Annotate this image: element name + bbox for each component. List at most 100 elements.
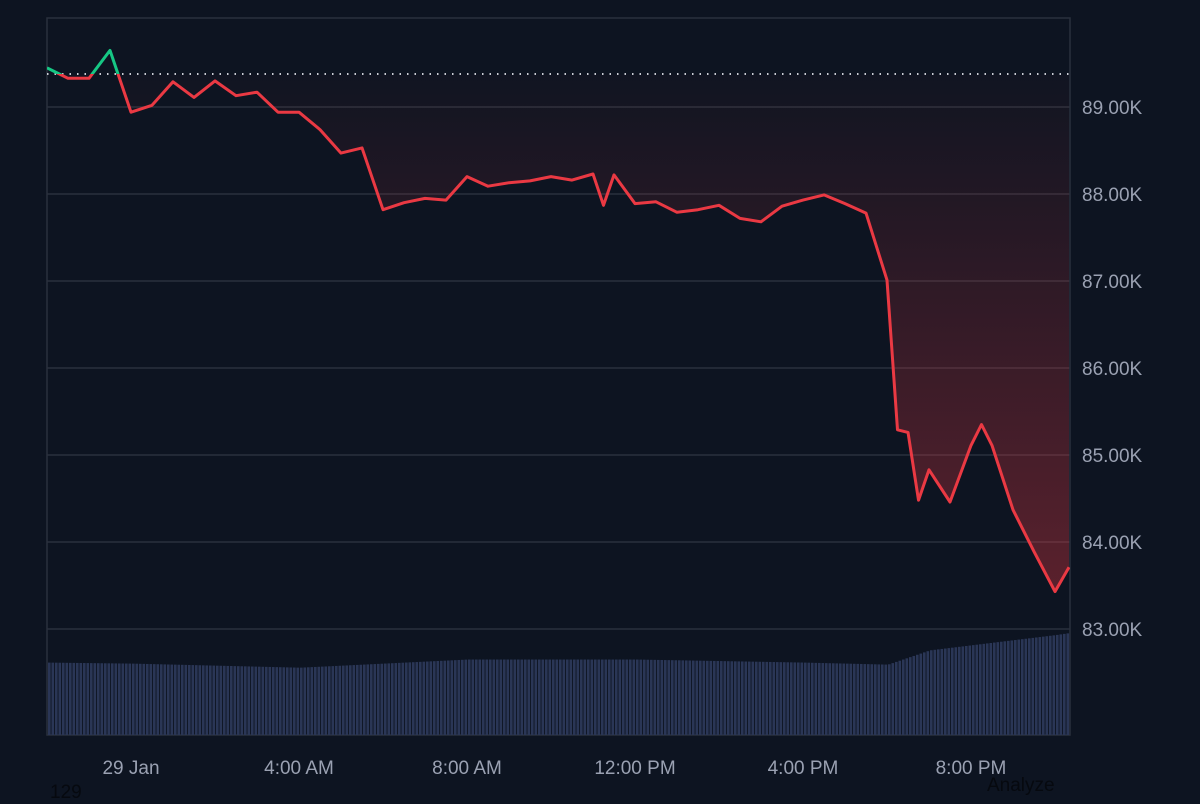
volume-bar (170, 664, 174, 735)
volume-bar (426, 661, 429, 735)
volume-bar (541, 659, 545, 735)
volume-bar (667, 660, 671, 735)
volume-bar (212, 665, 216, 735)
volume-bar (205, 665, 209, 735)
volume-bar (1066, 633, 1070, 735)
volume-bar (937, 649, 940, 735)
volume-bar (884, 664, 888, 735)
volume-bar (769, 661, 772, 735)
volume-bar (975, 644, 979, 735)
volume-bar (867, 664, 870, 735)
volume-bar (76, 662, 79, 735)
volume-bar (160, 664, 163, 735)
volume-bar (387, 663, 391, 735)
volume-bar (1021, 639, 1024, 735)
volume-bar (209, 665, 212, 735)
volume-bar (818, 662, 821, 735)
volume-bar (765, 661, 769, 735)
volume-bar (132, 663, 135, 735)
volume-bar (373, 664, 377, 735)
volume-bar (338, 665, 342, 735)
volume-bar (797, 662, 800, 735)
volume-bar (506, 659, 510, 735)
volume-bar (282, 667, 286, 735)
volume-bar (317, 666, 321, 735)
y-tick-label: 85.00K (1082, 446, 1143, 467)
volume-bar (590, 659, 594, 735)
analyze-link[interactable]: Analyze (987, 775, 1055, 796)
volume-bar (163, 664, 167, 735)
volume-bar (104, 663, 107, 735)
volume-bar (83, 663, 86, 735)
volume-bar (758, 661, 762, 735)
volume-bar (748, 661, 751, 735)
volume-bar (783, 662, 786, 735)
volume-bar (289, 667, 293, 735)
volume-bar (814, 662, 818, 735)
volume-bar (433, 661, 436, 735)
volume-bar (468, 659, 471, 735)
volume-bar (986, 643, 989, 735)
volume-bar (538, 659, 541, 735)
volume-bar (328, 666, 331, 735)
volume-bar (919, 653, 923, 735)
volume-bar (786, 662, 790, 735)
y-tick-label: 83.00K (1082, 620, 1143, 641)
volume-bar (223, 665, 226, 735)
volume-bar (335, 665, 338, 735)
volume-bar (118, 663, 121, 735)
volume-bar (1007, 640, 1010, 735)
x-tick-label: 8:00 PM (936, 758, 1007, 779)
volume-bar (548, 659, 552, 735)
volume-bar (510, 659, 513, 735)
x-axis: 29 Jan 4:00 AM 8:00 AM 12:00 PM 4:00 PM 8:00 … (102, 758, 1006, 779)
volume-bar (251, 666, 254, 735)
volume-bar (65, 662, 69, 735)
volume-bar (471, 659, 475, 735)
volume-bar (989, 642, 993, 735)
volume-bar (457, 659, 461, 735)
volume-bar (737, 661, 741, 735)
volume-bar (156, 664, 160, 735)
volume-bar (244, 666, 247, 735)
volume-bar (1010, 640, 1014, 735)
volume-bar (881, 664, 884, 735)
volume-bar (933, 649, 937, 735)
volume-bar (972, 645, 975, 735)
volume-bar (835, 663, 839, 735)
volume-bar (139, 663, 142, 735)
volume-bar (926, 651, 930, 735)
volume-bar (713, 660, 716, 735)
volume-bar (716, 661, 720, 735)
volume-bar (1038, 637, 1042, 735)
volume-bar (195, 665, 198, 735)
volume-bar (307, 667, 310, 735)
volume-bar (478, 659, 482, 735)
price-line-below (56, 74, 1070, 594)
price-area-fill (59, 74, 1069, 592)
volume-bar (702, 660, 706, 735)
volume-bar (114, 663, 118, 735)
volume-bar (142, 663, 146, 735)
volume-bar (415, 662, 419, 735)
y-tick-label: 88.00K (1082, 185, 1143, 206)
volume-bar (198, 665, 202, 735)
volume-bar (520, 659, 524, 735)
volume-bar (72, 662, 76, 735)
volume-bar (968, 645, 972, 735)
volume-bar (331, 666, 335, 735)
volume-bar (580, 659, 583, 735)
volume-bar (905, 658, 909, 735)
volume-bar (860, 663, 863, 735)
volume-bar (842, 663, 846, 735)
volume-bar (247, 666, 251, 735)
volume-bar (447, 660, 450, 735)
volume-bar (440, 660, 443, 735)
volume-bar (681, 660, 685, 735)
volume-bar (394, 663, 398, 735)
volume-bar (324, 666, 328, 735)
volume-bar (650, 659, 653, 735)
volume-bar (1049, 635, 1052, 735)
volume-bar (965, 645, 968, 735)
